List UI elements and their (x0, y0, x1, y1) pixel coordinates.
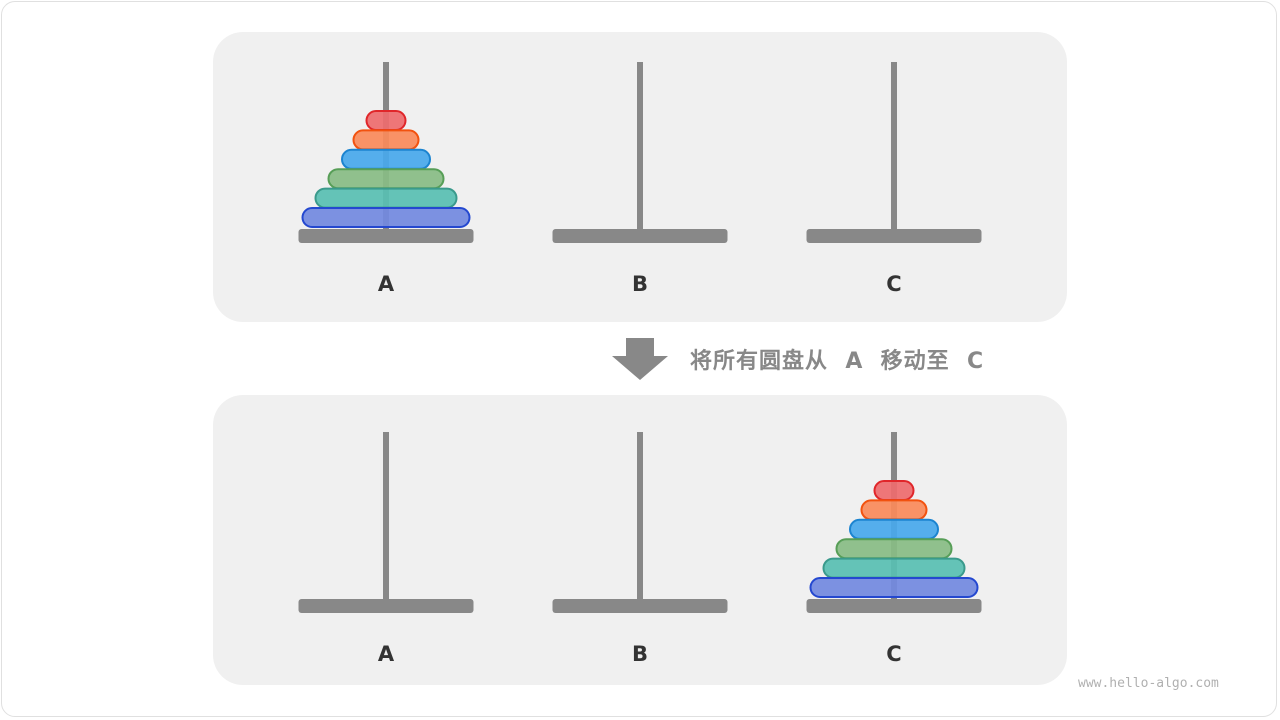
peg-label-B: B (632, 642, 648, 666)
peg-rod (891, 62, 897, 232)
disk (352, 129, 420, 151)
peg-label-A: A (378, 272, 395, 296)
disk (809, 577, 979, 598)
disk (822, 557, 966, 579)
disk (341, 148, 431, 170)
arrow-down-icon (612, 338, 668, 380)
peg-rod (637, 62, 643, 232)
peg-rod (383, 432, 389, 602)
disk (860, 499, 928, 521)
disk (301, 207, 471, 228)
peg-base (552, 599, 728, 613)
watermark: www.hello-algo.com (1078, 676, 1219, 691)
peg-base (298, 599, 474, 613)
disk (835, 538, 953, 560)
peg-label-B: B (632, 272, 648, 296)
peg-rod (637, 432, 643, 602)
disk (327, 168, 445, 190)
peg-base (806, 229, 982, 243)
peg-label-C: C (886, 272, 901, 296)
peg-label-A: A (378, 642, 395, 666)
disk (849, 518, 939, 540)
peg-base (298, 229, 474, 243)
peg-label-C: C (886, 642, 901, 666)
caption: 将所有圆盘从 A 移动至 C (690, 349, 985, 374)
disk (365, 110, 407, 131)
peg-base (552, 229, 728, 243)
disk (314, 187, 458, 209)
disk (873, 480, 915, 501)
peg-base (806, 599, 982, 613)
